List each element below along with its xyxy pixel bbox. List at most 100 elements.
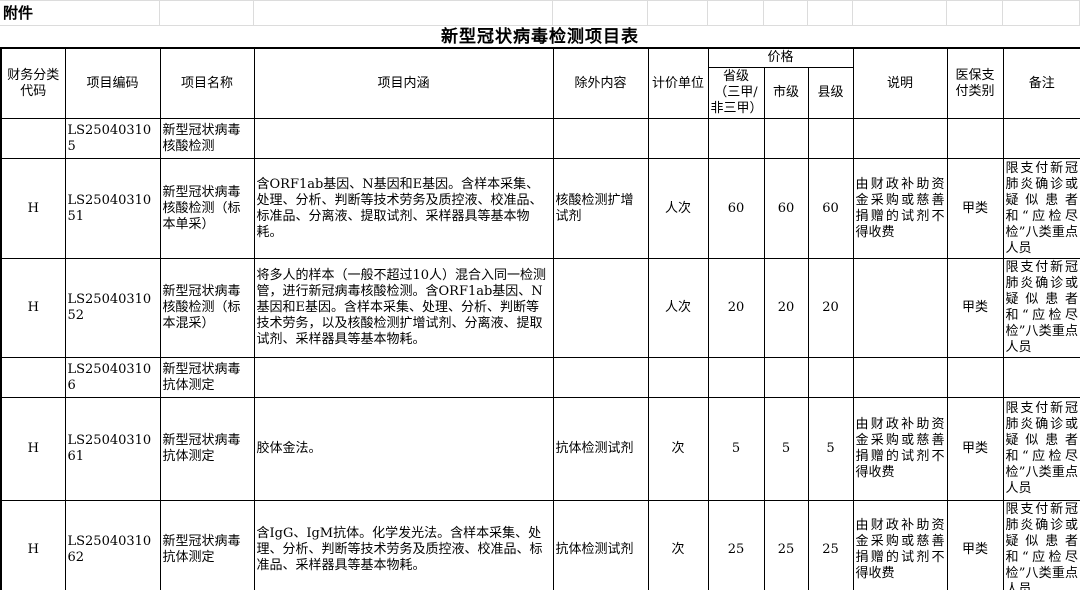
- cell-project-content: 将多人的样本（一般不超过10人）混合入同一检测管，进行新冠病毒核酸检测。含ORF…: [253, 258, 554, 358]
- cell-price-county: 20: [807, 258, 854, 358]
- gridline: [253, 1, 254, 25]
- covid-test-table: 财务分类代码 项目编码 项目名称 项目内涵 除外内容 计价单位 价格 说明 医保…: [0, 47, 1080, 590]
- cell-project-content: 含ORF1ab基因、N基因和E基因。含样本采集、处理、分析、判断等技术劳务及质控…: [253, 158, 554, 259]
- cell-price-provincial: 25: [707, 500, 765, 590]
- cell-exclusions: 抗体检测试剂: [552, 397, 649, 501]
- cell-price-provincial: 20: [707, 258, 765, 358]
- cell-description: [852, 357, 948, 398]
- cell-remarks: 限支付新冠肺炎确诊或疑似患者和“应检尽检”八类重点人员: [1002, 158, 1080, 259]
- cell-unit: 人次: [647, 258, 709, 358]
- header-project-code: 项目编码: [64, 47, 161, 119]
- cell-project-content: [253, 357, 554, 398]
- cell-unit: 人次: [647, 158, 709, 259]
- header-row-top: 财务分类代码 项目编码 项目名称 项目内涵 除外内容 计价单位 价格 说明 医保…: [0, 47, 1080, 119]
- header-price-group: 价格: [707, 47, 854, 68]
- cell-project-code: LS250403106: [64, 357, 161, 398]
- attachment-label: 附件: [3, 4, 34, 22]
- cell-remarks: [1002, 357, 1080, 398]
- cell-price-provincial: [707, 357, 765, 398]
- cell-insurance: 甲类: [946, 258, 1004, 358]
- cell-insurance: [946, 118, 1004, 159]
- cell-unit: [647, 357, 709, 398]
- cell-project-name: 新型冠状病毒抗体测定: [159, 357, 255, 398]
- cell-price-city: 60: [763, 158, 809, 259]
- cell-price-county: [807, 357, 854, 398]
- table-row: LS250403105 新型冠状病毒核酸检测: [0, 118, 1080, 159]
- header-remarks: 备注: [1002, 47, 1080, 119]
- cell-project-code: LS2504031052: [64, 258, 161, 358]
- cell-project-code: LS2504031051: [64, 158, 161, 259]
- cell-insurance: 甲类: [946, 397, 1004, 501]
- cell-finance-code: [0, 118, 66, 159]
- gridline: [946, 1, 947, 25]
- cell-insurance: 甲类: [946, 158, 1004, 259]
- gridline: [763, 1, 764, 25]
- cell-unit: 次: [647, 397, 709, 501]
- cell-remarks: 限支付新冠肺炎确诊或疑似患者和“应检尽检”八类重点人员: [1002, 397, 1080, 501]
- cell-project-name: 新型冠状病毒抗体测定: [159, 500, 255, 590]
- cell-price-provincial: [707, 118, 765, 159]
- table-row: LS250403106 新型冠状病毒抗体测定: [0, 357, 1080, 398]
- cell-project-name: 新型冠状病毒核酸检测（标本单采）: [159, 158, 255, 259]
- table-row: H LS2504031051 新型冠状病毒核酸检测（标本单采） 含ORF1ab基…: [0, 158, 1080, 259]
- table-title: 新型冠状病毒检测项目表: [441, 26, 639, 47]
- cell-finance-code: H: [0, 158, 66, 259]
- cell-price-city: [763, 357, 809, 398]
- cell-project-code: LS2504031061: [64, 397, 161, 501]
- header-row-sub: 省级（三甲/非三甲） 市级 县级: [1, 67, 1080, 119]
- cell-description: 由财政补助资金采购或慈善捐赠的试剂不得收费: [852, 397, 948, 501]
- cell-project-code: LS250403105: [64, 118, 161, 159]
- cell-project-name: 新型冠状病毒抗体测定: [159, 397, 255, 501]
- header-exclusions: 除外内容: [552, 47, 649, 119]
- cell-description: 由财政补助资金采购或慈善捐赠的试剂不得收费: [852, 500, 948, 590]
- cell-project-content: [253, 118, 554, 159]
- cell-finance-code: [0, 357, 66, 398]
- cell-price-county: 25: [807, 500, 854, 590]
- cell-price-city: 20: [763, 258, 809, 358]
- cell-finance-code: H: [0, 397, 66, 501]
- cell-exclusions: 抗体检测试剂: [552, 500, 649, 590]
- cell-description: [852, 118, 948, 159]
- cell-exclusions: [552, 118, 649, 159]
- header-price-county: 县级: [807, 67, 854, 119]
- cell-unit: 次: [647, 500, 709, 590]
- cell-price-county: [807, 118, 854, 159]
- cell-project-name: 新型冠状病毒核酸检测: [159, 118, 255, 159]
- gridline: [807, 1, 808, 25]
- header-project-name: 项目名称: [159, 47, 255, 119]
- table-row: H LS2504031052 新型冠状病毒核酸检测（标本混采） 将多人的样本（一…: [0, 258, 1080, 358]
- cell-description: [852, 258, 948, 358]
- gridline: [647, 1, 648, 25]
- gridline: [552, 1, 553, 25]
- header-description: 说明: [852, 47, 948, 119]
- cell-exclusions: [552, 258, 649, 358]
- cell-project-name: 新型冠状病毒核酸检测（标本混采）: [159, 258, 255, 358]
- cell-exclusions: [552, 357, 649, 398]
- title-row: 新型冠状病毒检测项目表: [0, 26, 1080, 47]
- cell-unit: [647, 118, 709, 159]
- gridline: [1002, 1, 1003, 25]
- gridline: [707, 1, 708, 25]
- cell-price-city: 5: [763, 397, 809, 501]
- cell-insurance: 甲类: [946, 500, 1004, 590]
- cell-price-city: 25: [763, 500, 809, 590]
- cell-remarks: 限支付新冠肺炎确诊或疑似患者和“应检尽检”八类重点人员: [1002, 258, 1080, 358]
- cell-finance-code: H: [0, 258, 66, 358]
- cell-project-content: 含IgG、IgM抗体。化学发光法。含样本采集、处理、分析、判断等技术劳务及质控液…: [253, 500, 554, 590]
- top-spreadsheet-row: 附件: [0, 0, 1080, 26]
- header-price-provincial: 省级（三甲/非三甲）: [707, 67, 765, 119]
- cell-price-provincial: 5: [707, 397, 765, 501]
- cell-project-content: 胶体金法。: [253, 397, 554, 501]
- cell-insurance: [946, 357, 1004, 398]
- table-row: H LS2504031061 新型冠状病毒抗体测定 胶体金法。 抗体检测试剂 次…: [0, 397, 1080, 501]
- cell-exclusions: 核酸检测扩增试剂: [552, 158, 649, 259]
- header-project-content: 项目内涵: [253, 47, 554, 119]
- gridline: [852, 1, 853, 25]
- header-pricing-unit: 计价单位: [647, 47, 709, 119]
- table-row: H LS2504031062 新型冠状病毒抗体测定 含IgG、IgM抗体。化学发…: [0, 500, 1080, 590]
- cell-price-county: 60: [807, 158, 854, 259]
- cell-price-county: 5: [807, 397, 854, 501]
- cell-price-provincial: 60: [707, 158, 765, 259]
- cell-remarks: [1002, 118, 1080, 159]
